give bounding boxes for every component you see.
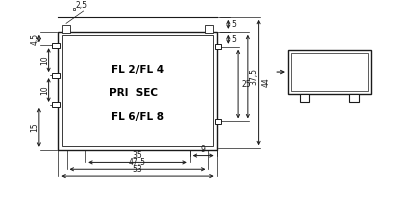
Text: 25: 25 [241,80,251,89]
Bar [291,53,368,91]
Bar [300,94,309,102]
Bar [205,25,213,33]
Text: 44: 44 [262,78,270,88]
Bar [288,50,371,94]
Bar [350,94,359,102]
Bar [52,43,60,48]
Bar [52,73,60,78]
Bar [52,103,60,107]
Bar [215,44,222,49]
Text: 10: 10 [40,85,49,95]
Text: 53: 53 [133,165,142,174]
Text: 4,5: 4,5 [30,32,40,45]
Text: 2,5: 2,5 [76,1,88,10]
Bar [62,25,70,33]
Text: 9: 9 [201,145,206,154]
Text: 37,5: 37,5 [250,68,259,85]
Text: 15: 15 [30,122,40,132]
Text: PRI  SEC: PRI SEC [109,88,158,98]
Bar [215,119,222,124]
Bar [73,8,75,10]
Text: FL 2/FL 4: FL 2/FL 4 [111,65,164,74]
Bar [62,35,213,146]
Text: 5: 5 [231,35,236,44]
Bar [58,32,217,150]
Text: 35: 35 [133,151,142,160]
Text: 5: 5 [231,20,236,29]
Text: 47,5: 47,5 [129,158,146,167]
Text: 10: 10 [40,55,49,65]
Text: FL 6/FL 8: FL 6/FL 8 [111,112,164,122]
